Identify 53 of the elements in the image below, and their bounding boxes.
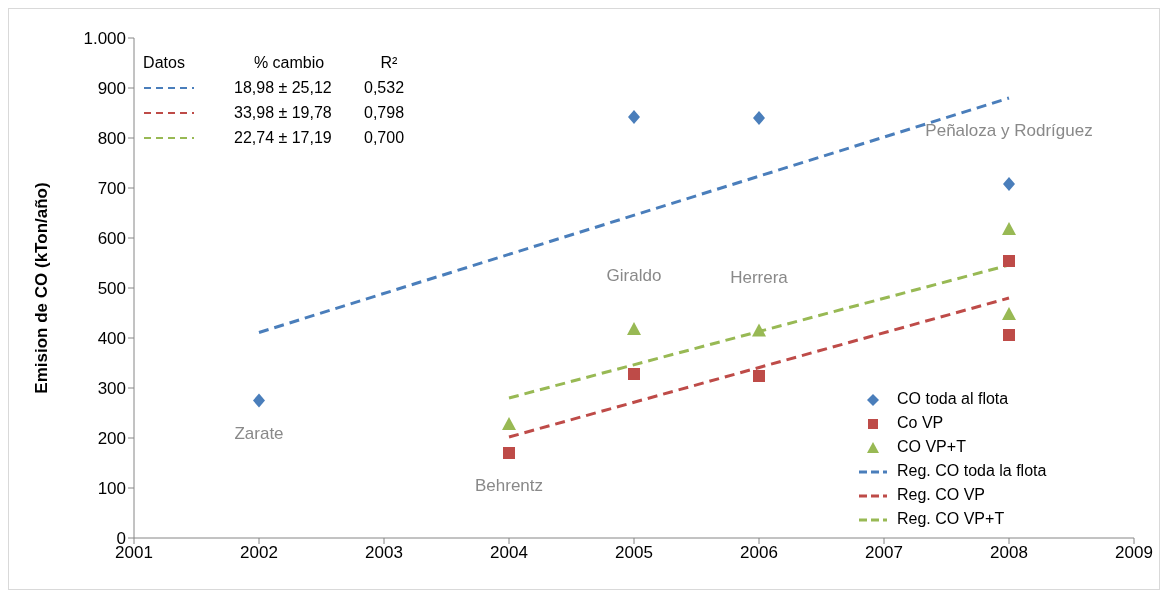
x-tick-label: 2009 xyxy=(1115,543,1153,563)
point xyxy=(1002,222,1016,235)
y-tick-label: 300 xyxy=(97,379,126,399)
point xyxy=(1003,255,1015,267)
annotation: 0,700 xyxy=(364,129,405,146)
y-tick-label: 700 xyxy=(97,179,126,199)
annotation: Datos xyxy=(143,54,185,71)
x-tick-label: 2003 xyxy=(365,543,403,563)
y-tick-label: 500 xyxy=(97,279,126,299)
annotation: Behrentz xyxy=(474,476,544,496)
annotation: 0,532 xyxy=(364,79,405,96)
annotation: R² xyxy=(380,54,399,71)
y-tick-label: 600 xyxy=(97,229,126,249)
point xyxy=(1003,177,1015,191)
legend-label: Reg. CO VP xyxy=(897,486,986,503)
point xyxy=(628,110,640,124)
point xyxy=(753,111,765,125)
point xyxy=(1003,329,1015,341)
legend-label: CO toda al flota xyxy=(897,390,1009,407)
x-tick-label: 2005 xyxy=(615,543,653,563)
point xyxy=(752,323,766,337)
annotation: Peñaloza y Rodríguez xyxy=(925,121,1093,141)
y-tick-label: 200 xyxy=(97,429,126,449)
annotation: Zarate xyxy=(234,423,284,443)
point xyxy=(627,322,641,335)
x-tick-label: 2007 xyxy=(865,543,903,563)
legend-label: Reg. CO VP+T xyxy=(897,510,1005,527)
annotation: % cambio xyxy=(253,54,325,71)
legend-label: CO VP+T xyxy=(897,438,966,455)
y-tick-label: 100 xyxy=(97,479,126,499)
x-tick-label: 2002 xyxy=(240,543,278,563)
y-tick-label: 1.000 xyxy=(83,29,126,49)
annotation: Herrera xyxy=(730,267,789,287)
point xyxy=(502,417,516,430)
point xyxy=(253,393,265,408)
annotation: 33,98 ± 19,78 xyxy=(234,104,332,121)
point xyxy=(1002,307,1016,320)
annotation: 18,98 ± 25,12 xyxy=(234,79,332,96)
legend-label: Reg. CO toda la flota xyxy=(897,462,1047,479)
annotation: 0,798 xyxy=(364,104,405,121)
point xyxy=(628,368,640,380)
y-axis-title: Emision de CO (kTon/año) xyxy=(32,182,52,394)
annotation: Giraldo xyxy=(606,266,662,286)
x-tick-label: 2004 xyxy=(490,543,528,563)
point xyxy=(503,447,515,459)
legend-label: Co VP xyxy=(897,414,944,431)
x-tick-label: 2008 xyxy=(990,543,1028,563)
y-tick-label: 400 xyxy=(97,329,126,349)
point xyxy=(753,370,765,382)
y-tick-label: 800 xyxy=(97,129,126,149)
annotation: 22,74 ± 17,19 xyxy=(234,129,332,146)
y-tick-label: 900 xyxy=(97,79,126,99)
x-tick-label: 2006 xyxy=(740,543,778,563)
